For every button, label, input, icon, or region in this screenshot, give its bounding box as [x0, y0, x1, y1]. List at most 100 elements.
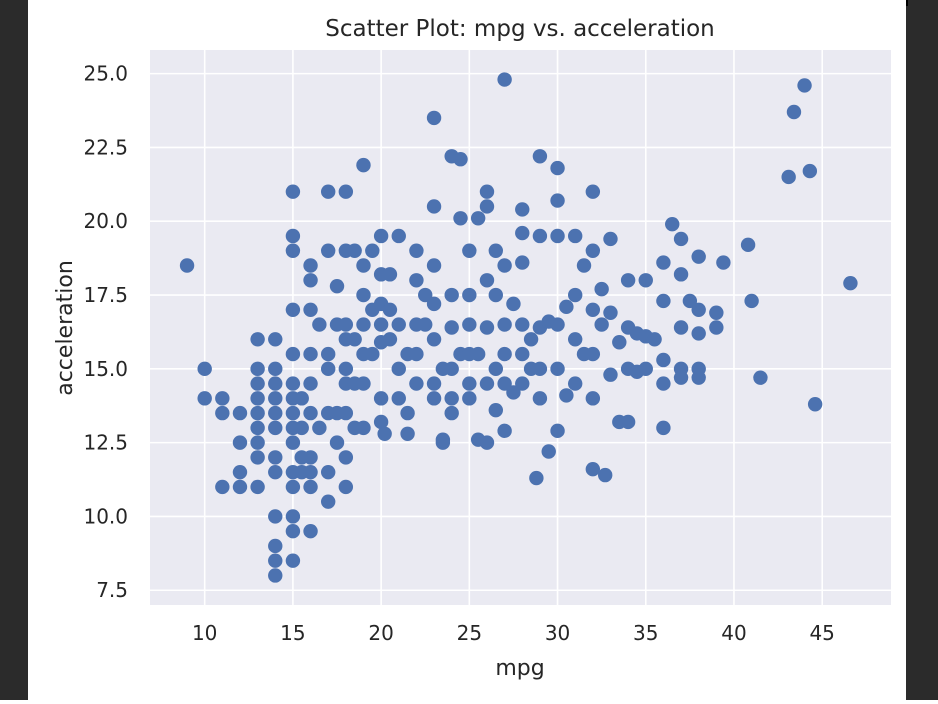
data-point: [843, 276, 858, 291]
data-point: [567, 332, 583, 347]
data-point: [444, 361, 459, 377]
data-point: [479, 435, 495, 450]
data-point: [435, 435, 451, 450]
data-point: [515, 317, 530, 332]
chart-title: Scatter Plot: mpg vs. acceleration: [325, 16, 715, 42]
data-point: [603, 231, 618, 247]
data-point: [462, 317, 477, 332]
data-point: [400, 405, 415, 421]
data-point: [356, 258, 371, 273]
data-point: [285, 435, 301, 450]
data-point: [603, 367, 618, 382]
data-point: [585, 243, 601, 258]
data-point: [488, 287, 503, 303]
data-point: [215, 479, 230, 495]
data-point: [597, 467, 613, 483]
data-point: [585, 462, 601, 477]
data-point: [603, 305, 618, 320]
data-point: [391, 391, 406, 406]
data-point: [329, 435, 345, 450]
data-point: [250, 420, 265, 436]
data-point: [497, 346, 512, 362]
data-point: [303, 346, 318, 362]
x-axis-label: mpg: [495, 656, 544, 681]
y-axis-label: acceleration: [53, 260, 78, 396]
data-point: [320, 494, 336, 509]
data-point: [268, 568, 283, 583]
chart-figure: Scatter Plot: mpg vs. acceleration 10 15 2…: [28, 0, 906, 700]
data-point: [418, 287, 433, 303]
data-point: [470, 346, 486, 362]
data-point: [515, 376, 530, 391]
data-point: [656, 420, 671, 436]
data-point: [285, 553, 301, 568]
data-point: [285, 405, 301, 421]
data-point: [303, 405, 318, 421]
data-point: [462, 376, 477, 391]
data-point: [320, 243, 336, 258]
data-point: [320, 464, 336, 480]
x-tick-label: 10: [192, 621, 217, 645]
data-point: [215, 391, 230, 406]
data-point: [268, 332, 283, 347]
data-point: [268, 420, 283, 436]
data-point: [391, 317, 406, 332]
data-point: [268, 553, 283, 568]
data-point: [426, 110, 442, 126]
data-point: [532, 228, 548, 244]
data-point: [488, 402, 503, 418]
data-point: [479, 199, 495, 214]
data-point: [497, 72, 512, 87]
data-point: [585, 346, 601, 362]
data-point: [268, 538, 283, 554]
data-point: [532, 391, 548, 406]
data-point: [479, 320, 495, 335]
data-point: [691, 249, 706, 264]
data-point: [638, 361, 653, 377]
data-point: [673, 320, 689, 335]
x-tick-label: 15: [280, 621, 305, 645]
data-point: [453, 211, 468, 226]
data-point: [462, 243, 477, 258]
window-frame-top-corner: [904, 0, 908, 6]
data-point: [268, 450, 283, 465]
data-point: [656, 352, 671, 368]
data-point: [338, 450, 354, 465]
data-point: [709, 305, 724, 320]
data-point: [691, 370, 706, 385]
data-point: [285, 479, 301, 495]
data-point: [294, 420, 309, 436]
data-point: [567, 287, 583, 303]
data-point: [197, 361, 212, 377]
data-point: [781, 169, 796, 185]
data-point: [303, 376, 318, 391]
data-point: [426, 391, 442, 406]
data-point: [576, 258, 592, 273]
data-point: [365, 243, 380, 258]
data-point: [740, 237, 756, 253]
data-point: [656, 293, 671, 309]
x-tick-label: 30: [545, 621, 570, 645]
data-point: [391, 361, 406, 377]
data-point: [250, 332, 265, 347]
data-point: [807, 397, 823, 412]
y-tick-label: 20.0: [83, 209, 128, 233]
data-point: [532, 149, 548, 164]
x-axis-ticks: 10 15 20 25 30 35 40 45: [192, 621, 835, 645]
data-point: [418, 317, 433, 332]
y-tick-label: 15.0: [83, 357, 128, 381]
data-point: [673, 267, 689, 282]
data-point: [373, 391, 389, 406]
data-point: [529, 470, 544, 486]
data-point: [232, 464, 248, 480]
y-tick-label: 17.5: [83, 283, 128, 307]
data-point: [382, 302, 398, 317]
data-point: [382, 267, 398, 282]
window-frame-left: [0, 0, 28, 700]
data-point: [377, 426, 392, 441]
data-point: [215, 405, 230, 421]
data-point: [285, 523, 301, 539]
data-point: [488, 243, 503, 258]
data-point: [303, 450, 318, 465]
data-point: [426, 296, 442, 312]
